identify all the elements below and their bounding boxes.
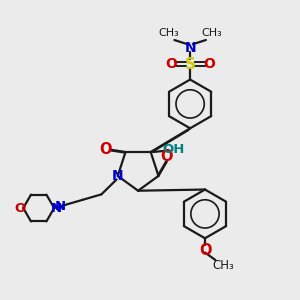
Text: O: O	[160, 149, 173, 164]
Text: O: O	[15, 202, 26, 214]
Text: N: N	[112, 169, 124, 183]
Text: S: S	[184, 57, 196, 72]
Text: O: O	[203, 57, 215, 71]
Text: CH₃: CH₃	[212, 259, 234, 272]
Text: O: O	[199, 243, 212, 258]
Text: N: N	[55, 200, 66, 213]
Text: O: O	[99, 142, 111, 157]
Text: N: N	[184, 41, 196, 55]
Text: N: N	[51, 202, 62, 214]
Text: O: O	[165, 57, 177, 71]
Text: OH: OH	[162, 143, 185, 156]
Text: CH₃: CH₃	[158, 28, 179, 38]
Text: CH₃: CH₃	[201, 28, 222, 38]
